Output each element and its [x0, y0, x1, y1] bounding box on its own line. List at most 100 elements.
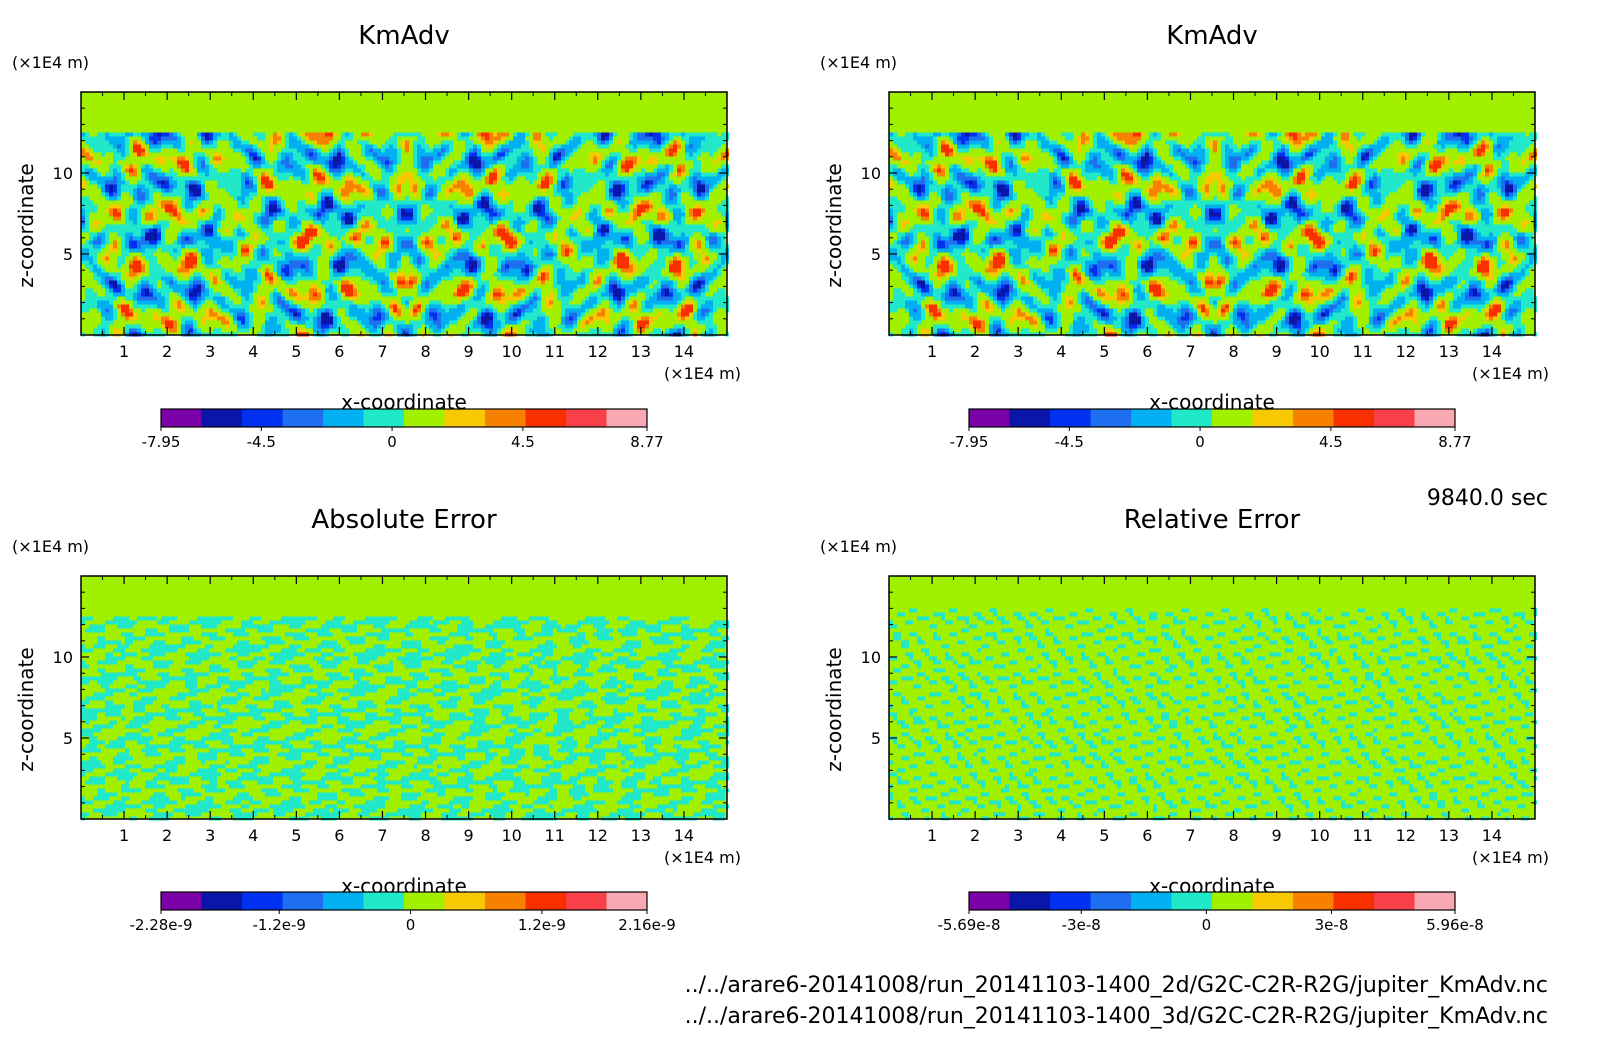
panel-title: KmAdv	[1166, 21, 1258, 51]
colorbar-segment	[1252, 892, 1294, 910]
colorbar-segment	[525, 409, 567, 427]
colorbar-segment	[1333, 892, 1375, 910]
x-tick-label: 6	[1142, 342, 1152, 361]
y-unit-label: (×1E4 m)	[12, 53, 89, 72]
x-tick-label: 3	[1013, 826, 1023, 845]
colorbar-segment	[404, 409, 445, 427]
panel-title: Relative Error	[1124, 505, 1301, 535]
x-tick-label: 13	[631, 342, 651, 361]
y-tick-label: 10	[53, 164, 73, 183]
x-tick-label: 12	[588, 342, 608, 361]
colorbar-label: 3e-8	[1315, 916, 1349, 934]
footer-line-2: ../../arare6-20141008/run_20141103-1400_…	[685, 1004, 1548, 1029]
colorbar-segment	[444, 892, 486, 910]
colorbar-segment	[1374, 409, 1415, 427]
colorbar-label: -7.95	[142, 433, 181, 451]
colorbar-segment	[1212, 409, 1253, 427]
colorbar-label: -4.5	[1055, 433, 1084, 451]
x-tick-label: 8	[1228, 342, 1238, 361]
y-axis-label: z-coordinate	[14, 647, 38, 771]
x-tick-label: 7	[377, 826, 387, 845]
colorbar-label: 0	[1202, 916, 1212, 934]
x-tick-label: 9	[1272, 342, 1282, 361]
x-tick-label: 7	[377, 342, 387, 361]
colorbar-label: -1.2e-9	[252, 916, 305, 934]
panel-3: Absolute Error(×1E4 m)1 2 3 4 5 6 7 8 9 10 11 12 13 1…	[12, 505, 741, 934]
heatmap-field	[81, 576, 729, 821]
x-tick-label: 5	[291, 342, 301, 361]
y-tick-label: 5	[63, 729, 73, 748]
x-tick-label: 2	[162, 826, 172, 845]
x-tick-label: 10	[501, 826, 521, 845]
x-tick-label: 9	[1272, 826, 1282, 845]
panel-1: KmAdv(×1E4 m)1 2 3 4 5 6 7 8 9 10 11 12 13 14510(×1E4…	[12, 21, 741, 451]
colorbar-segment	[606, 892, 648, 910]
colorbar-segment	[1374, 892, 1415, 910]
x-tick-label: 2	[970, 826, 980, 845]
colorbar-segment	[1090, 892, 1132, 910]
colorbar-segment	[1090, 409, 1132, 427]
colorbar-label: -7.95	[950, 433, 989, 451]
x-tick-label: 9	[464, 342, 474, 361]
colorbar-segment	[566, 892, 607, 910]
x-tick-label: 6	[334, 826, 344, 845]
x-tick-label: 14	[1482, 342, 1502, 361]
colorbar-segment	[201, 409, 243, 427]
x-tick-label: 1	[119, 826, 129, 845]
panel-title: Absolute Error	[311, 505, 497, 535]
colorbar-label: 2.16e-9	[618, 916, 676, 934]
x-unit-label: (×1E4 m)	[1472, 364, 1549, 383]
colorbar-label: -2.28e-9	[130, 916, 193, 934]
colorbar-label: 4.5	[511, 433, 535, 451]
x-tick-label: 8	[420, 342, 430, 361]
x-tick-label: 5	[291, 826, 301, 845]
x-tick-label: 2	[162, 342, 172, 361]
footer-line-1: ../../arare6-20141008/run_20141103-1400_…	[685, 973, 1548, 998]
colorbar-label: 8.77	[1438, 433, 1471, 451]
colorbar-label: 8.77	[630, 433, 663, 451]
colorbar-label: 5.96e-8	[1426, 916, 1484, 934]
colorbar: -7.95 -4.5 0 4.5 8.77	[142, 408, 664, 451]
y-tick-label: 10	[861, 648, 881, 667]
colorbar-label: -4.5	[247, 433, 276, 451]
colorbar-segment	[363, 409, 405, 427]
x-tick-label: 7	[1185, 342, 1195, 361]
colorbar-segment	[1050, 892, 1091, 910]
colorbar-segment	[363, 892, 405, 910]
x-tick-label: 13	[1439, 342, 1459, 361]
colorbar: -2.28e-9 -1.2e-9 0 1.2e-9 2.16e-9	[130, 891, 676, 934]
colorbar-segment	[1293, 409, 1334, 427]
y-tick-label: 5	[63, 245, 73, 264]
x-tick-label: 3	[205, 342, 215, 361]
x-tick-label: 5	[1099, 826, 1109, 845]
colorbar-label: -5.69e-8	[938, 916, 1001, 934]
x-tick-label: 11	[1353, 342, 1373, 361]
y-unit-label: (×1E4 m)	[820, 53, 897, 72]
colorbar-segment	[242, 892, 283, 910]
colorbar-segment	[1252, 409, 1294, 427]
colorbar-segment	[1171, 409, 1213, 427]
colorbar-label: 1.2e-9	[518, 916, 566, 934]
colorbar-segment	[242, 409, 283, 427]
colorbar-segment	[282, 892, 324, 910]
y-unit-label: (×1E4 m)	[820, 537, 897, 556]
y-tick-label: 10	[53, 648, 73, 667]
colorbar-label: -3e-8	[1062, 916, 1101, 934]
x-tick-label: 4	[248, 826, 258, 845]
colorbar-segment	[606, 409, 648, 427]
x-tick-label: 1	[927, 342, 937, 361]
x-tick-label: 8	[1228, 826, 1238, 845]
x-tick-label: 6	[334, 342, 344, 361]
x-tick-label: 14	[674, 826, 694, 845]
colorbar: -7.95 -4.5 0 4.5 8.77	[950, 408, 1472, 451]
y-axis-label: z-coordinate	[822, 647, 846, 771]
colorbar-segment	[444, 409, 486, 427]
x-tick-label: 4	[248, 342, 258, 361]
colorbar-segment	[1009, 409, 1051, 427]
colorbar-segment	[1293, 892, 1334, 910]
colorbar-segment	[1414, 409, 1456, 427]
x-tick-label: 8	[420, 826, 430, 845]
x-tick-label: 10	[1309, 826, 1329, 845]
colorbar-segment	[201, 892, 243, 910]
